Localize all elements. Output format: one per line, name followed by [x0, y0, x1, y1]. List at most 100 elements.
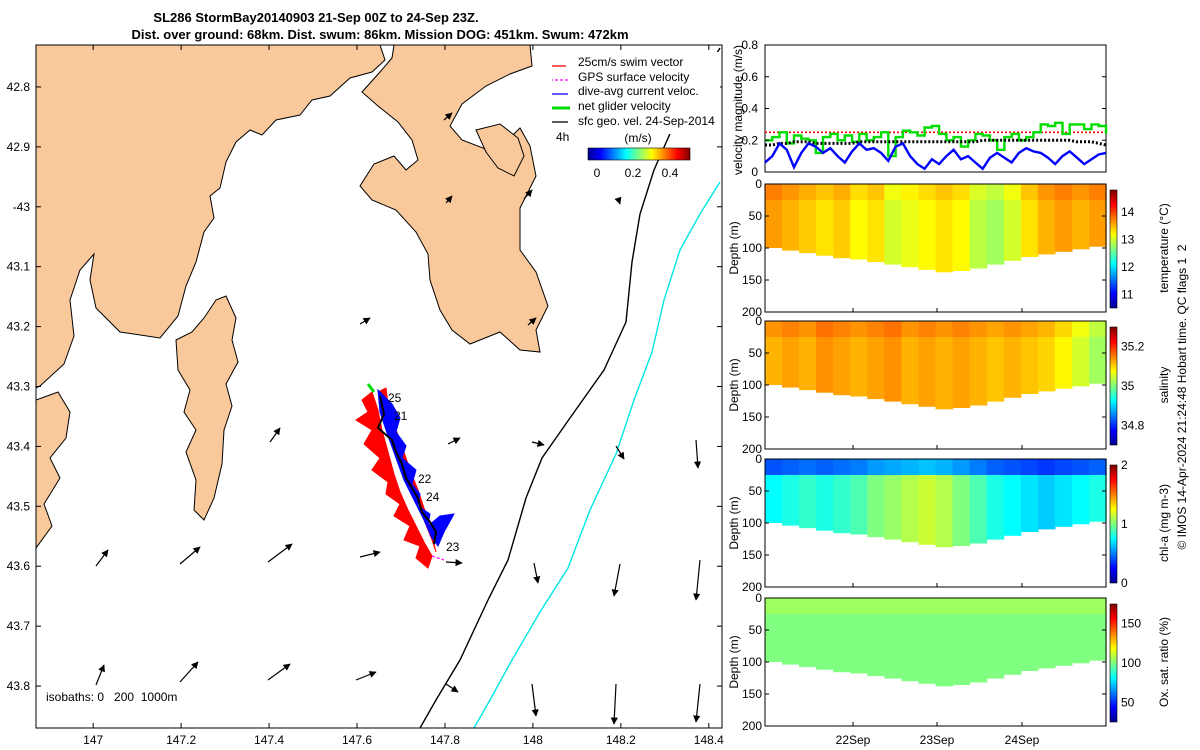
map-x-tick-label: 147.6: [342, 733, 372, 747]
section-cell: [901, 321, 920, 337]
section-cell: [1054, 614, 1073, 666]
section-cell: [901, 475, 920, 543]
section-cell: [816, 337, 834, 393]
swim-vector-fan: [355, 391, 433, 569]
section-cell: [1020, 337, 1039, 394]
speed-colorbar-tick: 0.4: [662, 166, 679, 180]
section-cell: [1020, 475, 1039, 532]
section-cell: [986, 184, 1005, 200]
map-y-tick-label: 42.9: [7, 140, 31, 154]
section-cell: [918, 321, 937, 337]
net-glider-velocity-start: [366, 383, 376, 393]
section-cell: [782, 614, 800, 665]
section-cell: [884, 614, 903, 679]
geo-arrow: [523, 189, 533, 200]
section-cell: [1054, 475, 1073, 527]
geo-velocity-arrows: [95, 112, 702, 725]
section-cell: [867, 321, 885, 337]
section-cell: [935, 200, 954, 273]
map-x-tick-label: 147.2: [166, 733, 196, 747]
section-cell: [952, 337, 971, 408]
section-cell: [1020, 200, 1039, 257]
section-y-label: Depth (m): [727, 635, 741, 688]
gps-velocity-arrow: [431, 555, 445, 561]
velocity-series-line: [764, 141, 1107, 171]
section-cell: [867, 184, 885, 200]
section-cell: [986, 459, 1005, 475]
velocity-panel: 0 0.2 0.4 0.6 0.8 velocity magnitude (m/s): [731, 38, 1108, 179]
section-temperature: 0 50 100 150 200 Depth (m) 11 12 13 14 temperature…: [727, 177, 1171, 319]
section-cell: [1071, 459, 1090, 475]
section-cell: [816, 475, 834, 531]
section-cell: [952, 475, 971, 546]
map-x-tick-label: 147.8: [430, 733, 460, 747]
section-y-tick-label: 150: [742, 687, 762, 701]
section-cell: [799, 614, 817, 668]
map-x-tick-label: 147: [83, 733, 103, 747]
section-cell: [1089, 459, 1107, 475]
section-cell: [816, 200, 834, 256]
section-cell: [1020, 184, 1039, 200]
section-cell: [901, 598, 920, 614]
geo-arrow: [95, 549, 109, 567]
map-y-tick-label: 43.6: [7, 559, 31, 573]
section-y-tick-label: 200: [742, 442, 762, 456]
land-south-island: [175, 295, 239, 521]
section-cell: [969, 337, 988, 406]
section-cell: [969, 614, 988, 683]
section-cell: [1003, 459, 1022, 475]
time-tick-label: 23Sep: [920, 733, 955, 747]
section-cell: [1089, 200, 1107, 247]
section-cell: [1003, 614, 1022, 675]
geo-arrow: [693, 439, 702, 469]
section-colorbar: [1109, 326, 1118, 446]
section-cell: [1020, 459, 1039, 475]
map-y-tick-label: -43: [13, 200, 31, 214]
geo-arrow: [445, 683, 459, 693]
time-tick-label: 24Sep: [1005, 733, 1040, 747]
section-cell: [1020, 321, 1039, 337]
section-cell: [952, 200, 971, 271]
speed-colorbar-tick: 0: [594, 166, 601, 180]
velocity-y-label: velocity magnitude (m/s): [731, 45, 745, 175]
section-y-tick-label: 200: [742, 580, 762, 594]
map-x-ticks: 147 147.2 147.4 147.6 147.8 148 148.2 148.4: [83, 45, 724, 747]
section-cell: [850, 200, 868, 260]
section-cell: [833, 459, 851, 475]
section-cell: [1089, 184, 1107, 200]
section-cell: [1037, 459, 1056, 475]
section-chl-a: 0 50 100 150 200 Depth (m) 0 1 2 chl-a (mg m-3): [727, 452, 1171, 594]
section-cell: [833, 614, 851, 673]
section-y-tick-label: 100: [742, 655, 762, 669]
section-cell: [986, 321, 1005, 337]
geo-arrow: [267, 663, 291, 681]
section-y-tick-label: 50: [749, 209, 763, 223]
section-cell: [833, 200, 851, 259]
geo-arrow: [269, 427, 281, 443]
section-cell: [884, 475, 903, 540]
section-cell: [1003, 598, 1022, 614]
section-cell: [952, 614, 971, 685]
section-cell: [969, 200, 988, 269]
day-label: 25: [388, 391, 402, 405]
geo-arrow: [610, 683, 618, 725]
section-cell: [1054, 337, 1073, 389]
section-y-label: Depth (m): [727, 221, 741, 274]
section-cell: [1089, 321, 1107, 337]
section-cell: [1037, 321, 1056, 337]
section-cell: [884, 459, 903, 475]
section-cell: [935, 598, 954, 614]
time-tick-label: 22Sep: [836, 733, 871, 747]
velocity-series-line: [765, 138, 1107, 147]
land-tasman-east: [475, 123, 525, 177]
current-vectors: [377, 388, 455, 547]
isobath-200m: [473, 181, 721, 728]
section-colorbar: [1109, 603, 1118, 723]
section-ox--sat--ratio: 0 50 100 150 200 Depth (m) 50 100 150 Ox. sat. ra…: [727, 591, 1171, 733]
section-cell: [1037, 598, 1056, 614]
geo-arrow: [447, 437, 461, 445]
section-cell: [867, 337, 885, 400]
section-cell: [833, 321, 851, 337]
section-cell: [1020, 614, 1039, 671]
section-cell: [765, 337, 783, 385]
